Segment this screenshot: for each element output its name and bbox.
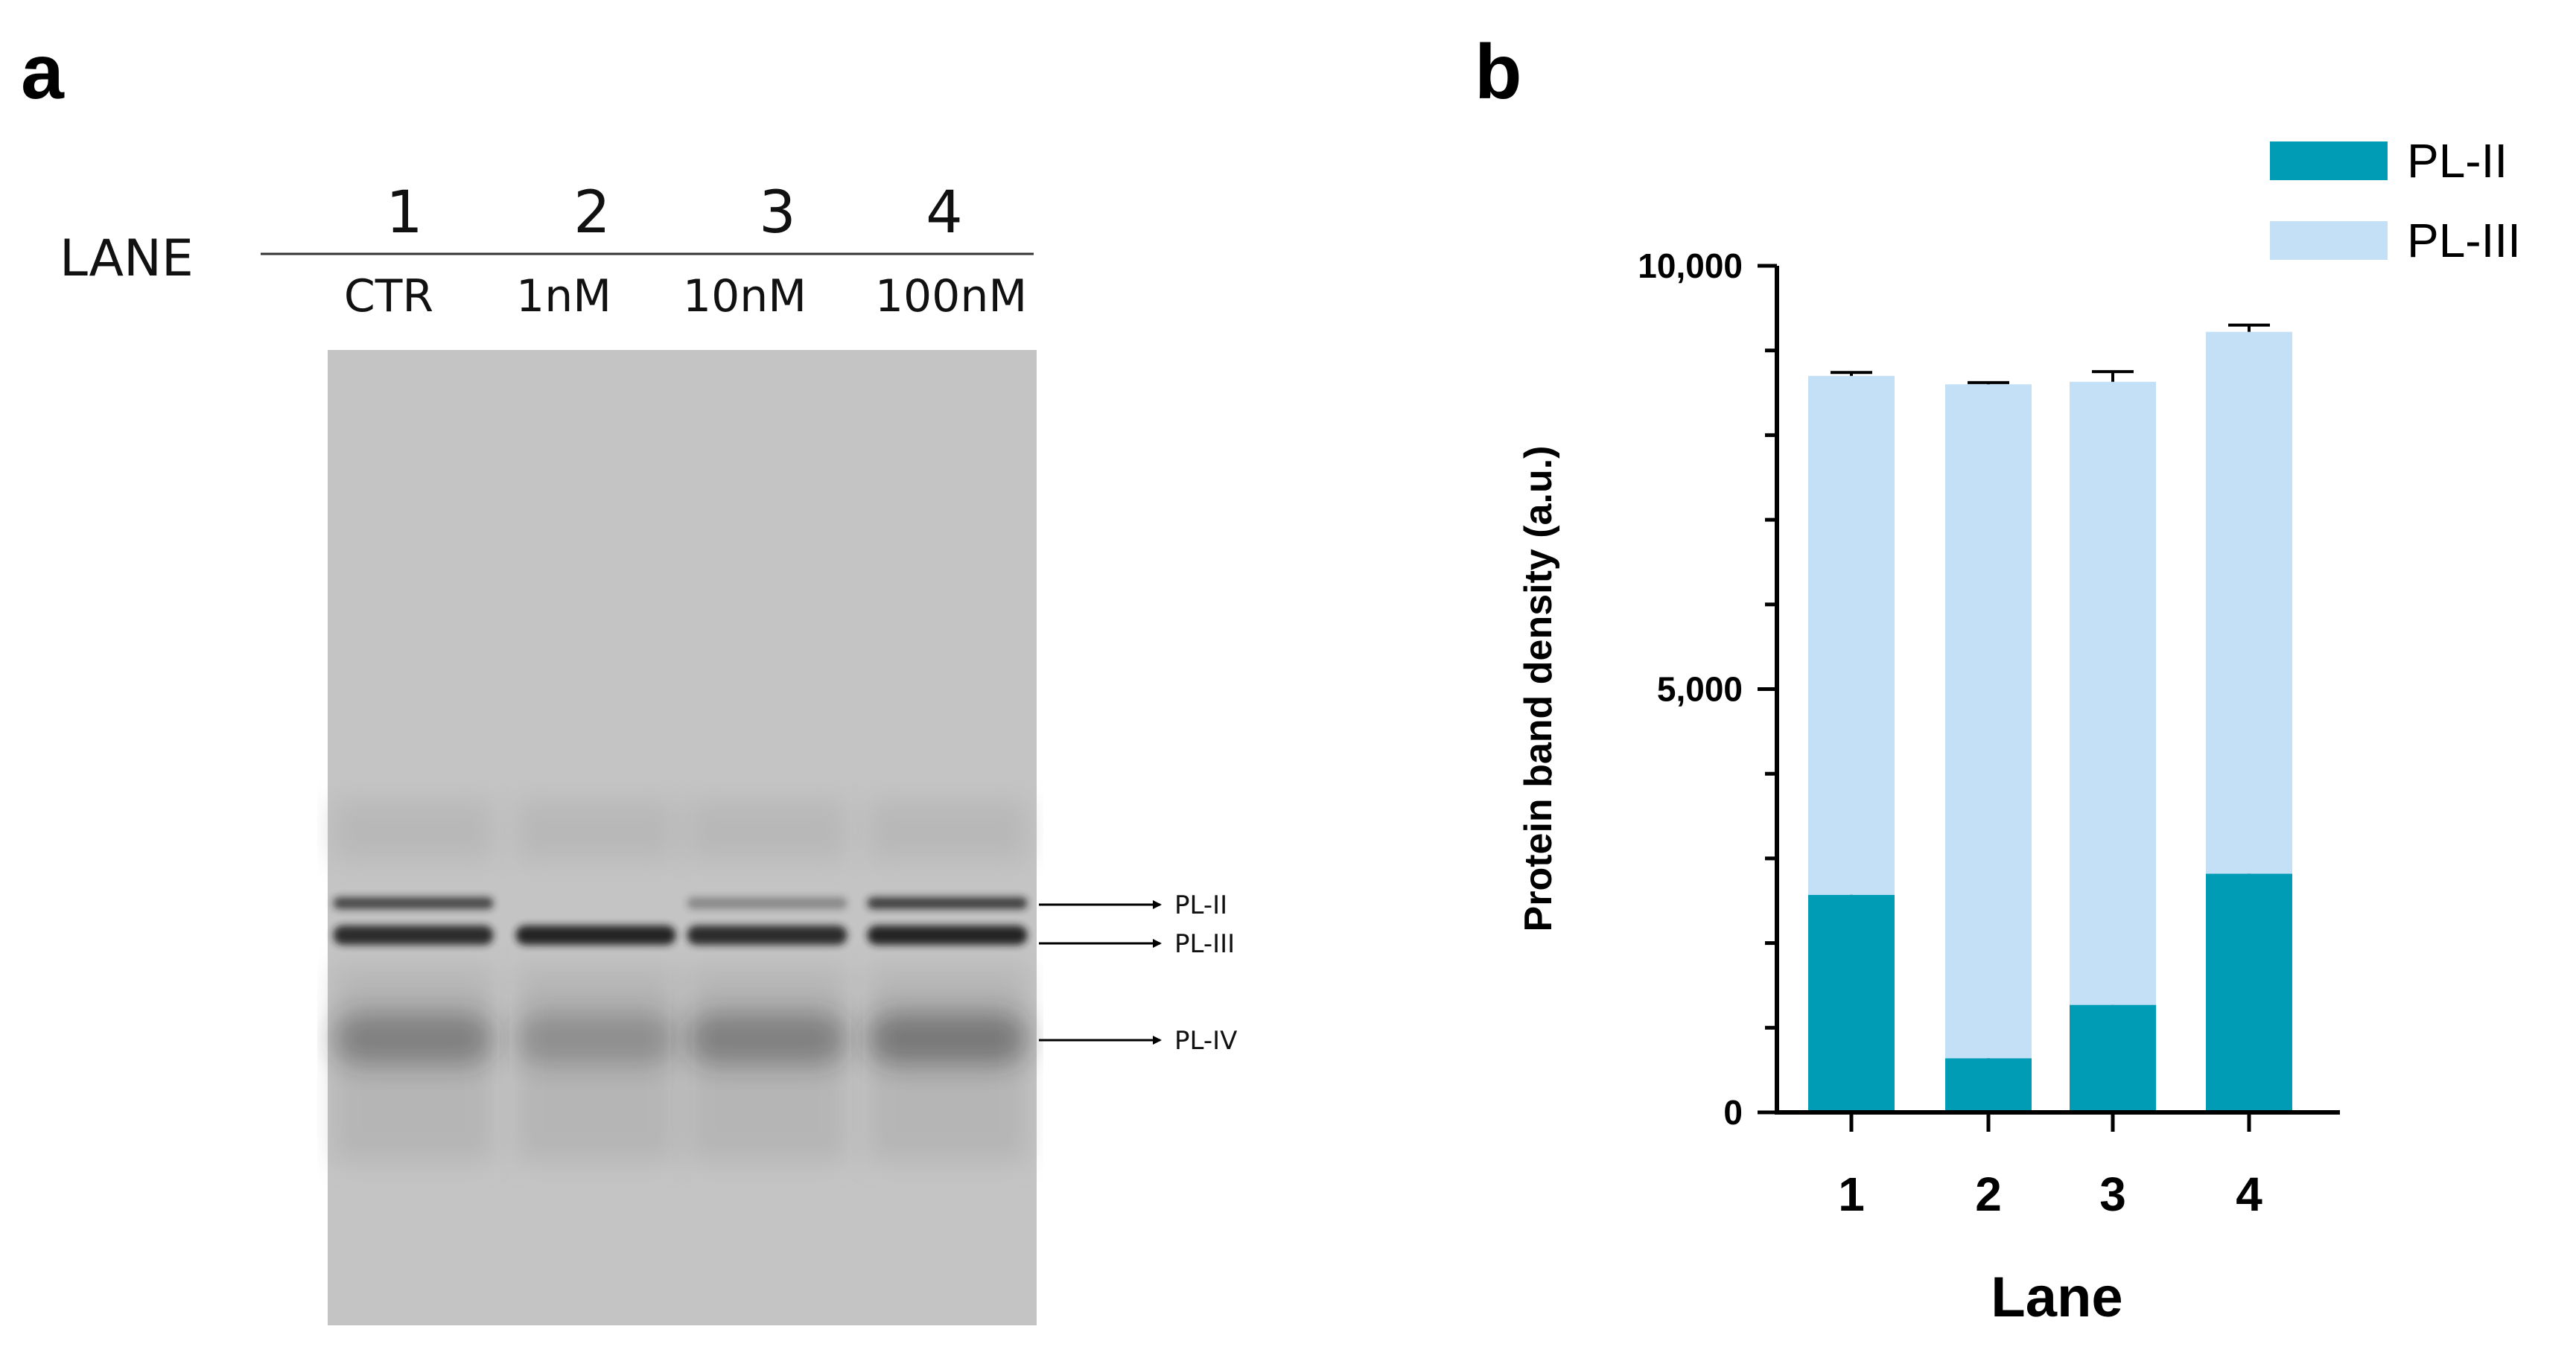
band-label-pl-iv: PL-IV (1174, 1026, 1237, 1056)
gel-band (687, 1013, 847, 1065)
gel-band (515, 1013, 676, 1065)
x-tick-label: 1 (1838, 1167, 1865, 1221)
x-axis-title: Lane (1991, 1266, 2122, 1329)
gel-band (515, 925, 676, 945)
gel-smear (867, 800, 1028, 860)
gel-smear (687, 800, 847, 860)
lane-condition: 10nM (683, 270, 807, 322)
bars-layer (1808, 323, 2292, 1112)
gel-band (333, 925, 494, 945)
panel-a-letter: a (21, 29, 65, 115)
bar-pl-ii (2070, 1004, 2156, 1112)
band-label-pl-ii: PL-II (1174, 890, 1227, 920)
y-tick-label: 10,000 (1638, 246, 1743, 285)
lane-condition: CTR (344, 270, 433, 322)
bar-pl-ii (2206, 873, 2292, 1112)
lane-numbers: 1 2 3 4 (386, 179, 963, 246)
x-tick-label: 3 (2099, 1167, 2126, 1221)
y-tick-label: 0 (1723, 1093, 1743, 1132)
band-label-pl-iii: PL-III (1174, 929, 1235, 959)
x-ticks: 1 2 3 4 (1838, 1112, 2262, 1221)
lane-number: 4 (926, 179, 963, 246)
gel-band (333, 1013, 494, 1065)
gel-band (867, 897, 1028, 909)
lane-condition: 100nM (875, 270, 1027, 322)
lane-condition: 1nM (516, 270, 611, 322)
panel-b: b PL-II PL-III 0 5,000 10,000 1 2 3 4 Protein… (1475, 29, 2521, 1329)
band-pointers: PL-II PL-III PL-IV (1039, 890, 1237, 1056)
y-ticks: 0 5,000 10,000 (1638, 246, 1777, 1132)
lane-number: 1 (386, 179, 423, 246)
gel-band (867, 925, 1028, 945)
bar-pl-iii (2206, 331, 2292, 874)
y-tick-label: 5,000 (1657, 670, 1743, 709)
legend-label-pl-ii: PL-II (2407, 134, 2507, 188)
lane-number: 2 (573, 179, 611, 246)
legend-swatch-pl-ii (2270, 141, 2388, 180)
gel-band (687, 925, 847, 945)
bar-pl-iii (1945, 384, 2032, 1059)
x-tick-label: 2 (1975, 1167, 2002, 1221)
x-tick-label: 4 (2236, 1167, 2262, 1221)
gel-smear (333, 800, 494, 860)
gel-band (867, 1013, 1028, 1065)
bar-pl-ii (1808, 894, 1895, 1112)
lane-conditions: CTR 1nM 10nM 100nM (344, 270, 1027, 322)
gel-band (333, 897, 494, 909)
gel-image (328, 350, 1037, 1325)
y-axis-title: Protein band density (a.u.) (1517, 446, 1560, 932)
lane-number: 3 (759, 179, 796, 246)
chart-legend: PL-II PL-III (2270, 134, 2521, 267)
bar-pl-iii (1808, 375, 1895, 895)
gel-lanes (333, 800, 1028, 1162)
lane-header-label: LANE (60, 229, 194, 288)
legend-swatch-pl-iii (2270, 221, 2388, 260)
gel-smear (515, 800, 676, 860)
legend-label-pl-iii: PL-III (2407, 214, 2521, 267)
gel-band (687, 897, 847, 909)
bar-pl-iii (2070, 381, 2156, 1005)
bar-pl-ii (1945, 1058, 2032, 1112)
panel-b-letter: b (1475, 29, 1522, 115)
panel-a: a LANE 1 2 3 4 CTR 1nM 10nM 100nM PL-II … (21, 29, 1237, 1325)
